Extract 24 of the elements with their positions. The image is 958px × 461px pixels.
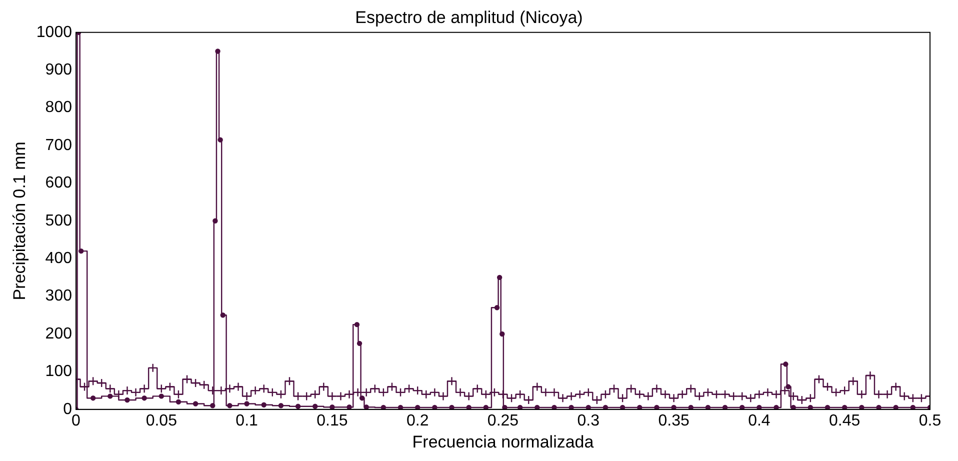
x-tick-label: 0.5 bbox=[918, 412, 942, 430]
y-axis-title: Precipitación 0.1 mm bbox=[10, 142, 29, 300]
y-tick-label: 800 bbox=[45, 99, 72, 116]
chart-title: Espectro de amplitud (Nicoya) bbox=[355, 8, 583, 27]
x-tick-label: 0.25 bbox=[487, 412, 519, 430]
x-tick-label: 0.2 bbox=[406, 412, 429, 430]
x-tick-label: 0.15 bbox=[316, 412, 348, 430]
x-tick-label: 0.35 bbox=[658, 412, 690, 430]
y-tick-label: 100 bbox=[45, 363, 72, 380]
x-tick-label: 0.3 bbox=[577, 412, 600, 430]
y-tick-label: 200 bbox=[45, 325, 72, 342]
y-tick-label: 1000 bbox=[36, 24, 72, 41]
y-tick-label: 600 bbox=[45, 174, 72, 192]
x-tick-label: 0.4 bbox=[748, 412, 770, 430]
y-tick-label: 900 bbox=[45, 62, 72, 79]
x-axis-title: Frecuencia normalizada bbox=[412, 432, 594, 452]
y-tick-label: 500 bbox=[45, 212, 72, 230]
y-tick-label: 0 bbox=[63, 400, 72, 418]
y-tick-label: 400 bbox=[45, 250, 72, 268]
x-tick-label: 0.1 bbox=[236, 412, 258, 430]
y-tick-label: 700 bbox=[45, 136, 72, 154]
x-tick-label: 0.05 bbox=[146, 412, 178, 430]
x-tick-label: 0.45 bbox=[829, 412, 860, 430]
y-tick-label: 300 bbox=[45, 288, 72, 305]
